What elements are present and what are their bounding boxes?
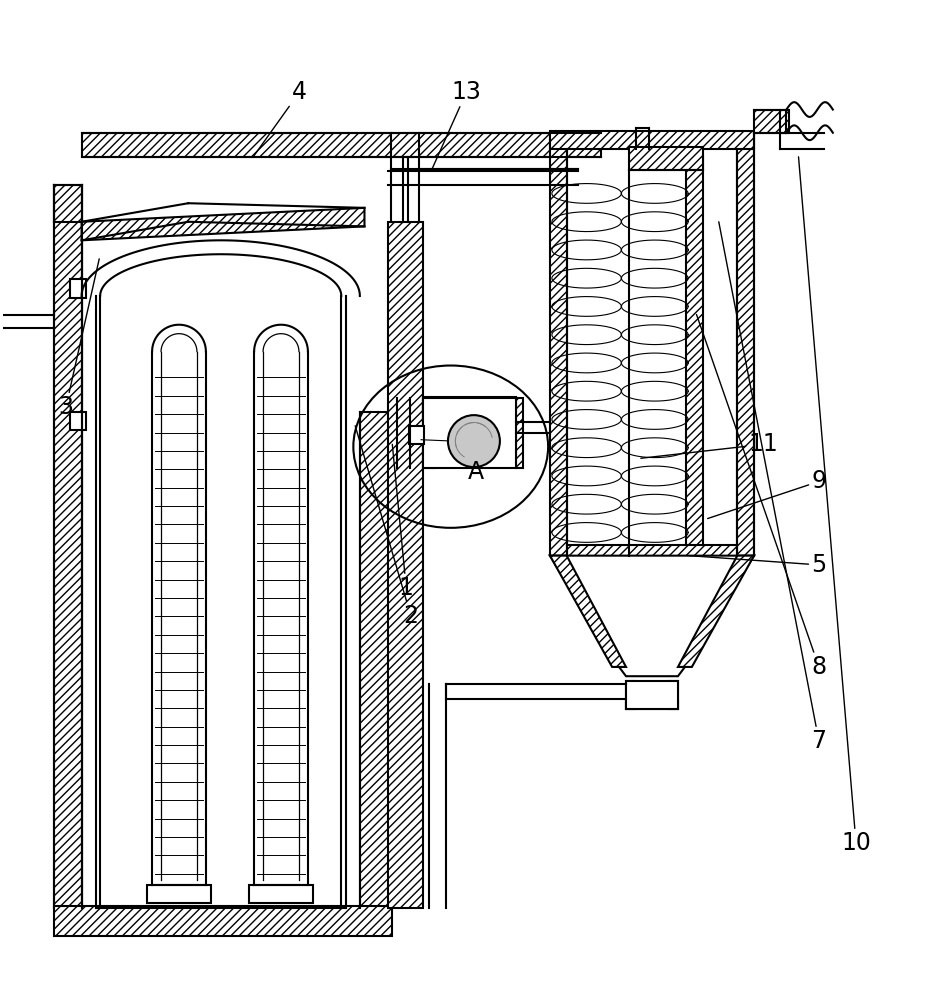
Bar xyxy=(81,133,601,157)
Polygon shape xyxy=(550,556,754,676)
Bar xyxy=(550,133,566,556)
Text: 2: 2 xyxy=(355,426,418,628)
Circle shape xyxy=(448,415,500,467)
Bar xyxy=(626,681,678,709)
Bar xyxy=(423,398,516,468)
Bar xyxy=(629,147,703,170)
Bar xyxy=(423,397,516,409)
Bar xyxy=(409,426,424,444)
Bar xyxy=(54,906,392,936)
Text: 11: 11 xyxy=(641,432,778,458)
Text: A: A xyxy=(467,460,484,484)
Bar xyxy=(626,701,678,709)
Text: 8: 8 xyxy=(697,315,827,679)
Text: 13: 13 xyxy=(431,80,481,171)
Text: 3: 3 xyxy=(59,259,99,419)
Text: 7: 7 xyxy=(718,222,827,753)
Bar xyxy=(70,279,86,298)
Bar xyxy=(516,398,523,468)
Bar xyxy=(754,110,789,133)
Polygon shape xyxy=(678,556,754,667)
Bar xyxy=(626,681,635,709)
Bar xyxy=(388,222,423,908)
Bar xyxy=(687,156,703,556)
Text: 5: 5 xyxy=(689,553,827,577)
Bar xyxy=(423,398,434,468)
Text: 10: 10 xyxy=(799,157,871,855)
Bar xyxy=(54,185,81,908)
Text: 1: 1 xyxy=(392,444,413,600)
Bar xyxy=(147,885,211,903)
Text: 4: 4 xyxy=(253,80,307,157)
Bar xyxy=(550,131,754,149)
Bar xyxy=(737,133,754,556)
Text: 9: 9 xyxy=(707,469,827,519)
Bar xyxy=(669,681,678,709)
Polygon shape xyxy=(81,208,365,240)
Bar xyxy=(566,545,737,559)
Bar xyxy=(249,885,313,903)
Bar xyxy=(70,412,86,430)
Bar xyxy=(360,412,389,908)
Polygon shape xyxy=(550,556,626,667)
